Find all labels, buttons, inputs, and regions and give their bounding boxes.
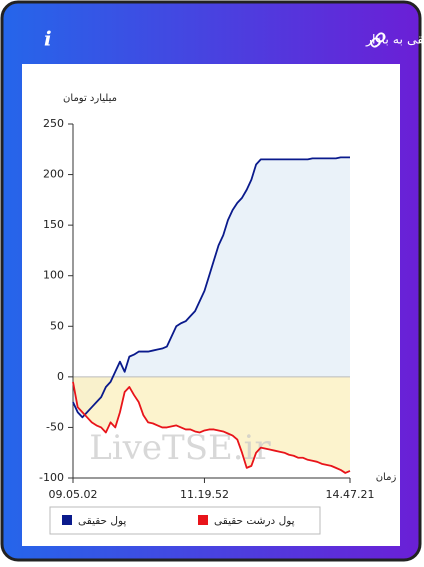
widget-title: برآیند ورود و خروج پول حقیقی و پول درشت … <box>365 32 424 48</box>
legend-label: پول حقیقی <box>78 515 126 527</box>
y-tick-label: -50 <box>46 420 64 433</box>
y-tick-label: 100 <box>43 269 64 282</box>
y-tick-label: -100 <box>39 471 64 484</box>
series-line <box>72 381 351 474</box>
y-tick-label: 150 <box>43 218 64 231</box>
legend <box>49 506 321 535</box>
y-tick-label: 0 <box>57 370 64 383</box>
x-tick-label: 09.05.02 <box>49 488 98 501</box>
y-axis-label: میلیارد تومان <box>63 93 117 104</box>
x-tick-label: 11.19.52 <box>180 488 229 501</box>
x-tick-label: 14.47.21 <box>326 488 375 501</box>
y-tick-label: 200 <box>43 168 64 181</box>
x-axis-label: زمان <box>376 472 397 483</box>
y-tick-label: 250 <box>43 117 64 130</box>
legend-swatch <box>62 515 72 525</box>
series-line <box>72 156 350 419</box>
legend-label: پول درشت حقیقی <box>214 515 295 527</box>
y-tick-label: 50 <box>50 319 64 332</box>
link-icon[interactable] <box>370 32 386 48</box>
legend-swatch <box>198 515 208 525</box>
area <box>73 376 350 473</box>
info-icon[interactable]: i <box>44 27 52 51</box>
